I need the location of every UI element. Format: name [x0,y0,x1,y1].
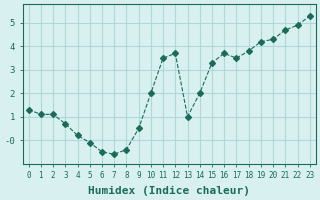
X-axis label: Humidex (Indice chaleur): Humidex (Indice chaleur) [88,186,250,196]
